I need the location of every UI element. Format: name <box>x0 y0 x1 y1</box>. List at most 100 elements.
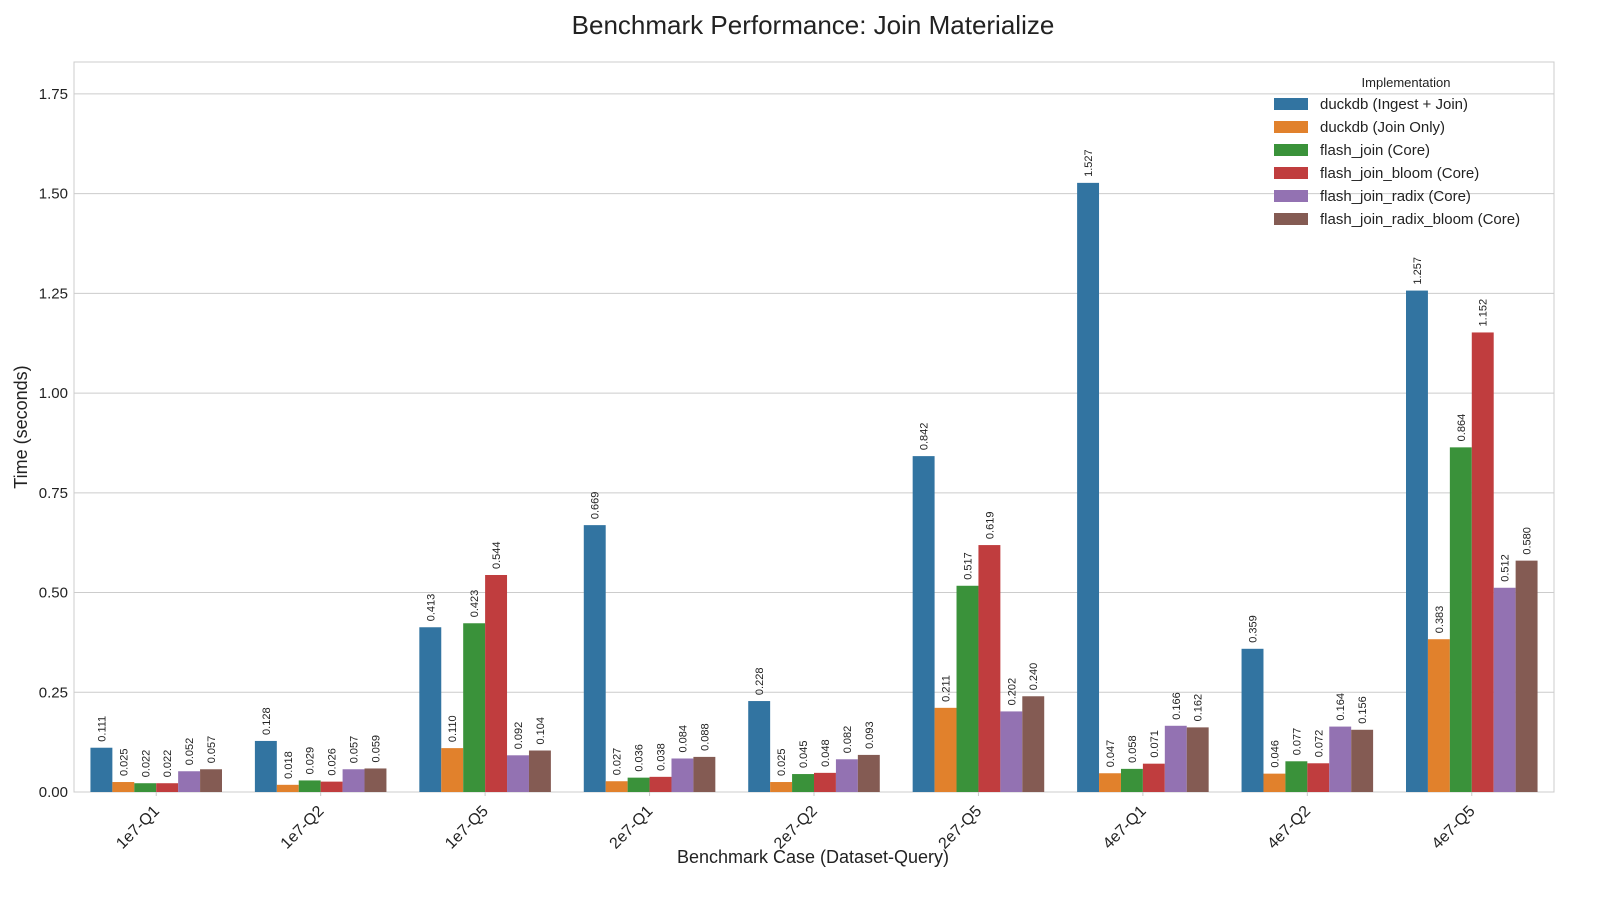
y-tick-label: 0.50 <box>39 585 68 602</box>
bar <box>583 525 606 792</box>
bar-value-label: 0.619 <box>984 512 996 540</box>
legend-swatch <box>1274 213 1308 225</box>
bar-value-label: 0.077 <box>1291 728 1303 756</box>
x-tick-label: 2e7-Q1 <box>607 803 657 853</box>
bar <box>1263 773 1286 792</box>
bar-value-label: 0.110 <box>447 715 459 742</box>
bar-value-label: 0.669 <box>590 492 602 520</box>
bar <box>934 707 957 792</box>
bar-value-label: 0.093 <box>864 721 876 749</box>
bar <box>605 781 628 792</box>
bar-value-label: 0.022 <box>140 750 152 778</box>
bar <box>528 750 551 792</box>
bar-value-label: 1.152 <box>1478 299 1490 327</box>
x-tick-label: 2e7-Q2 <box>771 803 821 853</box>
x-axis-ticks: 1e7-Q1 1e7-Q2 1e7-Q5 2e7-Q1 2e7-Q2 2e7-Q5 4e7-… <box>113 792 1479 853</box>
bar-value-label: 0.359 <box>1248 615 1260 643</box>
bar <box>419 627 442 792</box>
bar <box>792 774 814 792</box>
x-tick-label: 4e7-Q5 <box>1429 803 1479 853</box>
bar <box>1515 560 1538 792</box>
bar <box>1307 763 1330 792</box>
y-tick-label: 1.75 <box>39 86 68 103</box>
bar <box>671 758 694 792</box>
bar <box>1241 648 1264 792</box>
bar-value-label: 0.517 <box>962 552 974 580</box>
legend-swatch <box>1274 98 1308 110</box>
y-tick-label: 0.00 <box>39 784 68 801</box>
bar <box>857 754 880 792</box>
bar-value-label: 0.047 <box>1105 740 1117 768</box>
bar <box>1406 290 1428 792</box>
bar-value-label: 0.580 <box>1522 527 1534 555</box>
bar-value-label: 0.059 <box>370 735 382 763</box>
bar <box>1077 182 1100 793</box>
bar-value-label: 0.166 <box>1171 692 1183 720</box>
bar <box>1427 639 1450 792</box>
bar-value-label: 0.027 <box>612 748 624 776</box>
bar <box>814 772 836 792</box>
legend-swatch <box>1274 144 1308 156</box>
legend: Implementation duckdb (Ingest + Join) duc… <box>1274 75 1520 228</box>
y-tick-label: 1.00 <box>39 385 68 402</box>
bar <box>90 747 113 792</box>
bar <box>748 701 771 792</box>
bar-value-labels: 0.111 0.025 0.022 0.022 0.052 0.057 0.128 0.018… <box>96 149 1533 778</box>
bar-value-label: 0.413 <box>425 594 437 622</box>
bar-value-label: 0.018 <box>283 751 295 779</box>
bar-value-label: 0.071 <box>1149 730 1161 758</box>
bar-value-label: 0.842 <box>919 423 931 451</box>
bar <box>956 585 979 792</box>
bar <box>1022 696 1045 792</box>
bar <box>649 776 672 792</box>
bar <box>1099 773 1121 792</box>
bar <box>178 771 201 792</box>
bar <box>463 623 486 792</box>
bar <box>298 780 321 792</box>
legend-entry: flash_join (Core) <box>1320 142 1430 159</box>
bar-value-label: 0.423 <box>469 590 481 618</box>
bar-value-label: 0.025 <box>118 748 130 776</box>
x-axis-label: Benchmark Case (Dataset-Query) <box>677 847 949 867</box>
bar-value-label: 0.045 <box>798 741 810 769</box>
y-tick-label: 1.25 <box>39 285 68 302</box>
bar-value-label: 0.082 <box>842 726 854 754</box>
y-tick-label: 0.25 <box>39 684 68 701</box>
legend-swatch <box>1274 121 1308 133</box>
bar-value-label: 0.164 <box>1335 693 1347 721</box>
bar-value-label: 0.084 <box>677 725 689 753</box>
bar-value-label: 0.038 <box>656 743 668 771</box>
bar-value-label: 0.128 <box>261 707 273 735</box>
bars <box>90 182 1538 793</box>
x-tick-label: 4e7-Q1 <box>1100 803 1150 853</box>
legend-entry: duckdb (Join Only) <box>1320 119 1445 136</box>
bar <box>835 759 858 792</box>
bar <box>200 769 222 792</box>
y-axis-label: Time (seconds) <box>11 365 31 488</box>
chart-title: Benchmark Performance: Join Materialize <box>572 10 1055 40</box>
x-tick-label: 1e7-Q5 <box>442 803 492 853</box>
bar <box>156 783 179 792</box>
bar-value-label: 0.029 <box>305 747 317 775</box>
bar <box>112 782 135 792</box>
bar <box>912 456 935 792</box>
bar <box>1351 729 1374 792</box>
bar <box>978 545 1001 792</box>
bar-value-label: 0.048 <box>820 739 832 767</box>
bar-value-label: 0.052 <box>184 738 196 766</box>
legend-entry: flash_join_radix (Core) <box>1320 188 1471 205</box>
bar <box>1471 332 1494 792</box>
x-tick-label: 2e7-Q5 <box>936 803 986 853</box>
bar-value-label: 0.088 <box>699 723 711 751</box>
bar-value-label: 1.527 <box>1083 149 1095 177</box>
bar-value-label: 0.036 <box>634 744 646 772</box>
bar <box>1164 725 1187 792</box>
bar-value-label: 0.025 <box>776 748 788 776</box>
legend-entry: flash_join_radix_bloom (Core) <box>1320 211 1520 228</box>
bar <box>1329 726 1352 792</box>
bar <box>1285 761 1308 792</box>
bar-value-label: 0.026 <box>327 748 339 776</box>
bar-value-label: 0.240 <box>1028 663 1040 691</box>
bar <box>1120 768 1143 792</box>
